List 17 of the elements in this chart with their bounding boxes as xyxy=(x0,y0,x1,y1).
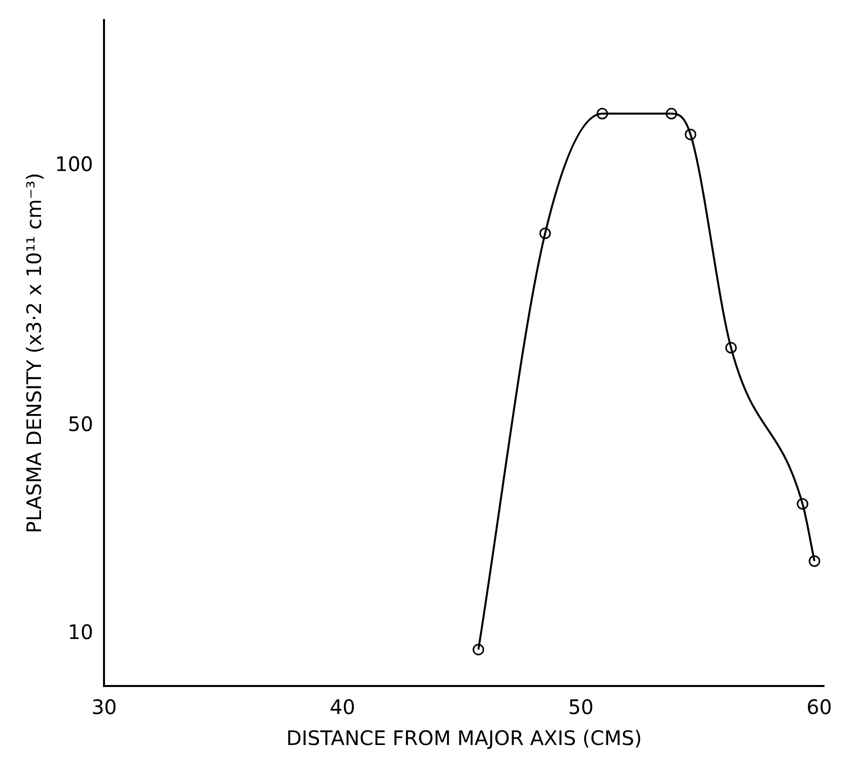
point xyxy=(539,228,551,240)
y-axis-title: PLASMA DENSITY (x3·2 x 10¹¹ cm⁻³) xyxy=(22,172,46,534)
x-tick-label: 40 xyxy=(330,695,356,720)
point xyxy=(666,108,678,120)
point xyxy=(796,498,808,510)
point xyxy=(725,342,737,354)
point xyxy=(684,128,696,140)
y-tick-label: 100 xyxy=(54,152,94,176)
point xyxy=(808,555,820,567)
y-tick-label: 10 xyxy=(68,620,94,644)
y-tick-label: 50 xyxy=(68,412,94,436)
x-axis-title: DISTANCE FROM MAJOR AXIS (CMS) xyxy=(286,726,642,750)
point xyxy=(472,644,484,656)
x-tick-label: 50 xyxy=(568,695,594,720)
x-tick-label: 30 xyxy=(91,695,117,720)
x-tick-label: 60 xyxy=(806,695,832,720)
point xyxy=(596,108,608,120)
